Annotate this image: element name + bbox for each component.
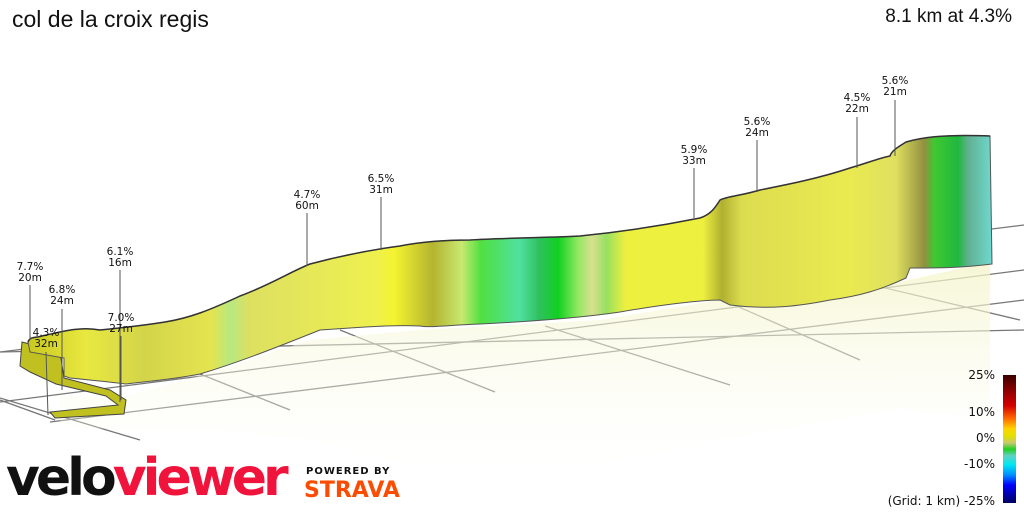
annotation-label: 6.5% 31m bbox=[367, 173, 395, 196]
legend-tick-0: 0% bbox=[975, 431, 995, 445]
profile-reflection bbox=[60, 262, 990, 470]
legend-tick-10: 10% bbox=[968, 405, 995, 419]
legend-tick-minus25: (Grid: 1 km) -25% bbox=[887, 494, 995, 508]
annotation-label: 4.5% 22m bbox=[843, 92, 871, 115]
annotation-label: 6.8% 24m bbox=[48, 284, 76, 307]
page-title: col de la croix regis bbox=[12, 6, 209, 32]
annotation-label: 5.9% 33m bbox=[680, 144, 708, 167]
annotation-label: 4.3% 32m bbox=[32, 327, 60, 350]
annotation-label: 4.7% 60m bbox=[293, 189, 321, 212]
segment-summary: 8.1 km at 4.3% bbox=[885, 6, 1012, 27]
annotation-label: 5.6% 24m bbox=[743, 116, 771, 139]
annotation-label: 7.7% 20m bbox=[16, 261, 44, 284]
gradient-color-scale bbox=[1003, 375, 1016, 503]
profile-top-edge bbox=[27, 134, 991, 343]
legend-tick-25: 25% bbox=[968, 368, 995, 382]
annotation-label: 6.1% 16m bbox=[106, 246, 134, 269]
veloviewer-logo: veloviewer bbox=[6, 448, 289, 508]
strava-logo: STRAVA bbox=[304, 478, 400, 503]
annotation-label: 5.6% 21m bbox=[881, 75, 909, 98]
legend-tick-minus10: -10% bbox=[963, 457, 995, 471]
annotation-label: 7.0% 27m bbox=[107, 312, 135, 335]
powered-by-label: POWERED BY bbox=[306, 466, 391, 477]
annotation-leaders bbox=[29, 100, 896, 416]
